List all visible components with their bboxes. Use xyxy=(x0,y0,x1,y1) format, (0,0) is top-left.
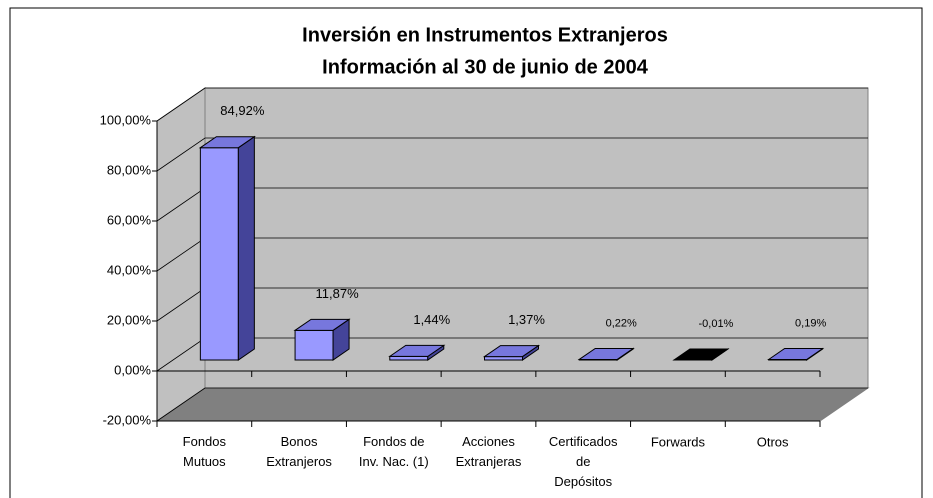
x-tick-label: Fondos de Inv. Nac. (1) xyxy=(359,434,429,469)
bar-top xyxy=(293,318,351,331)
grid-line xyxy=(156,387,868,422)
value-label: 0,22% xyxy=(606,317,637,329)
bar-top xyxy=(388,344,446,357)
x-tick-label: Certificados de Depósitos xyxy=(549,434,618,489)
value-label: -0,01% xyxy=(698,318,733,330)
bar-front xyxy=(389,355,429,361)
value-label: 84,92% xyxy=(220,103,265,118)
bar-front xyxy=(294,329,334,361)
y-tick-label: -20,00% xyxy=(103,412,152,427)
chart-subtitle: Información al 30 de junio de 2004 xyxy=(322,56,649,78)
y-tick-label: 0,00% xyxy=(114,362,151,377)
bar-top xyxy=(198,136,256,149)
chart-title: Inversión en Instrumentos Extranjeros xyxy=(302,24,668,46)
bar-top xyxy=(767,348,825,361)
x-tick-label: Otros xyxy=(757,434,789,449)
x-tick-label: Bonos Extranjeros xyxy=(266,434,332,469)
x-tick-label: Forwards xyxy=(651,434,706,449)
bar xyxy=(767,347,825,361)
floor xyxy=(155,387,870,422)
bar-top xyxy=(482,345,541,358)
x-tick-label: Acciones Extranjeras xyxy=(456,434,522,469)
value-label: 1,37% xyxy=(508,312,545,327)
value-label: 11,87% xyxy=(316,286,360,301)
bar-top xyxy=(672,348,730,361)
bar xyxy=(577,347,635,361)
x-tick-label: Fondos Mutuos xyxy=(183,434,227,469)
bar xyxy=(672,348,730,361)
bar-side xyxy=(237,135,255,361)
bar xyxy=(198,135,256,361)
bar xyxy=(482,344,541,361)
bar-front xyxy=(199,147,239,361)
y-tick-label: 100,00% xyxy=(100,112,152,127)
y-tick-label: 20,00% xyxy=(107,312,152,327)
bar xyxy=(293,318,351,361)
value-label: 1,44% xyxy=(413,312,450,327)
bar-top xyxy=(577,347,635,360)
grid-line xyxy=(156,87,868,122)
grid-line xyxy=(156,137,868,172)
y-tick-label: 80,00% xyxy=(107,162,152,177)
bar xyxy=(388,344,446,361)
value-label: 0,19% xyxy=(795,317,826,329)
bar-front xyxy=(484,356,523,361)
y-tick-label: 40,00% xyxy=(107,262,152,277)
y-tick-label: 60,00% xyxy=(107,212,152,227)
